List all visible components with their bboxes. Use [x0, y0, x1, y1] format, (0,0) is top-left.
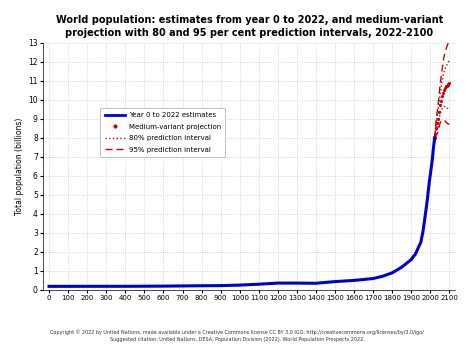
Title: World population: estimates from year 0 to 2022, and medium-variant
projection w: World population: estimates from year 0 … [55, 15, 443, 38]
Legend: Year 0 to 2022 estimates, Medium-variant projection, 80% prediction interval, 95: Year 0 to 2022 estimates, Medium-variant… [100, 108, 225, 157]
Text: Copyright © 2022 by United Nations, made available under a Creative Commons lice: Copyright © 2022 by United Nations, made… [50, 330, 424, 342]
Y-axis label: Total population (billions): Total population (billions) [15, 118, 24, 215]
